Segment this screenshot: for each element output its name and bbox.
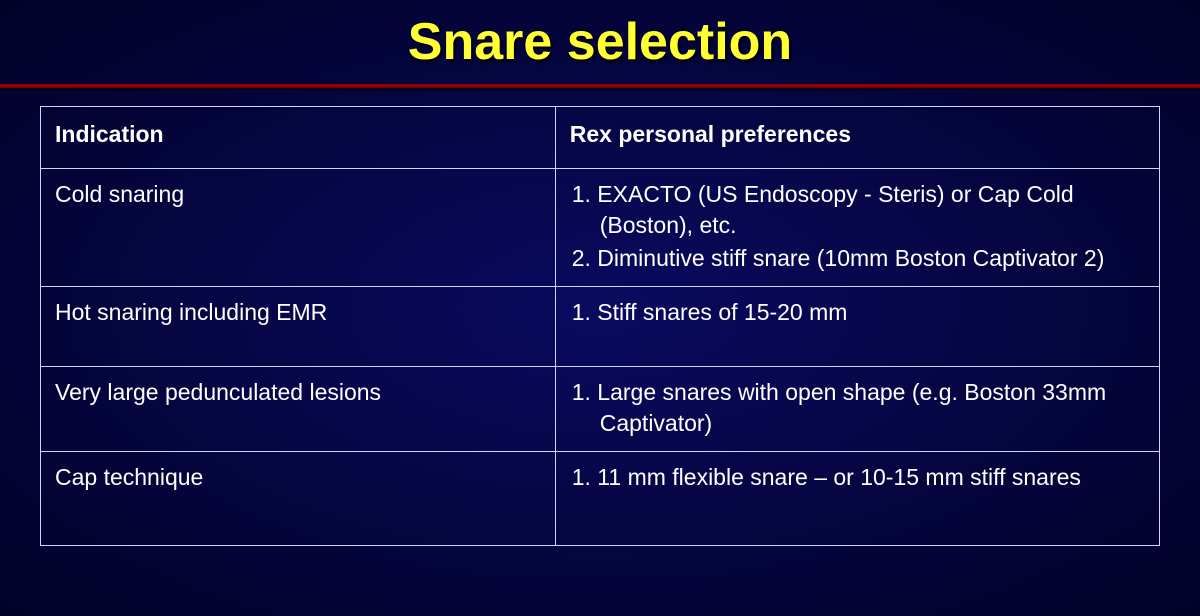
col-header-preferences: Rex personal preferences [555,107,1159,169]
pref-item: 1. 11 mm flexible snare – or 10-15 mm st… [572,462,1145,493]
cell-indication: Cap technique [41,452,556,546]
pref-item: 1. Stiff snares of 15-20 mm [572,297,1145,328]
table-row: Very large pedunculated lesions 1. Large… [41,367,1160,452]
table-container: Indication Rex personal preferences Cold… [0,88,1200,546]
pref-item: 2. Diminutive stiff snare (10mm Boston C… [572,243,1145,274]
cell-preferences: 1. 11 mm flexible snare – or 10-15 mm st… [555,452,1159,546]
cell-indication: Hot snaring including EMR [41,287,556,367]
table-row: Hot snaring including EMR 1. Stiff snare… [41,287,1160,367]
slide-title: Snare selection [0,0,1200,84]
cell-indication: Cold snaring [41,169,556,287]
slide: Snare selection Indication Rex personal … [0,0,1200,616]
cell-indication: Very large pedunculated lesions [41,367,556,452]
cell-preferences: 1. Large snares with open shape (e.g. Bo… [555,367,1159,452]
snare-table: Indication Rex personal preferences Cold… [40,106,1160,546]
pref-item: 1. EXACTO (US Endoscopy - Steris) or Cap… [572,179,1145,241]
cell-preferences: 1. Stiff snares of 15-20 mm [555,287,1159,367]
cell-preferences: 1. EXACTO (US Endoscopy - Steris) or Cap… [555,169,1159,287]
table-row: Cap technique 1. 11 mm flexible snare – … [41,452,1160,546]
table-row: Cold snaring 1. EXACTO (US Endoscopy - S… [41,169,1160,287]
col-header-indication: Indication [41,107,556,169]
pref-item: 1. Large snares with open shape (e.g. Bo… [572,377,1145,439]
table-header-row: Indication Rex personal preferences [41,107,1160,169]
